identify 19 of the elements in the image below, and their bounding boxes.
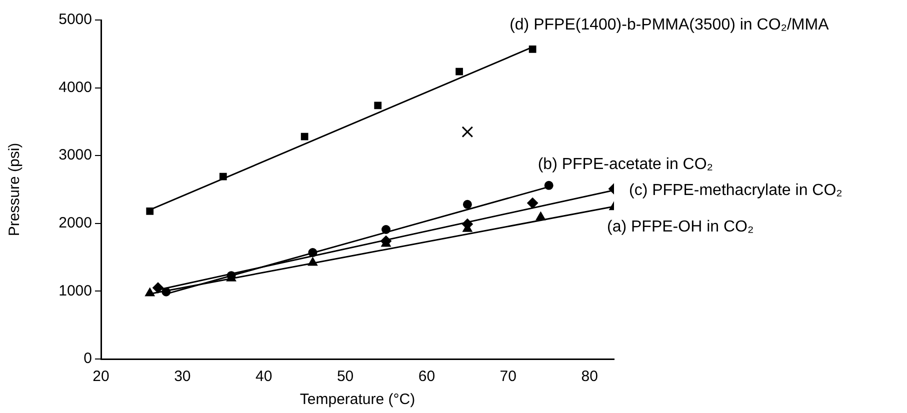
series-label: (b) PFPE-acetate in CO₂ [538,156,714,173]
y-tick-label: 5000 [58,11,92,28]
y-axis-title: Pressure (psi) [6,142,24,236]
series-label: (a) PFPE-OH in CO₂ [607,218,754,236]
x-tick-label: 30 [174,368,191,386]
x-tick-label: 70 [500,368,516,386]
y-tick-label: 4000 [58,78,92,96]
y-tick-label: 1000 [58,282,92,300]
y-tick-label: 0 [84,350,92,368]
x-axis-title: Temperature (°C) [300,391,416,408]
x-tick-label: 40 [256,368,272,386]
y-tick-label: 3000 [58,146,92,164]
x-tick-label: 60 [418,368,436,386]
y-tick-label: 2000 [58,214,92,232]
x-tick-label: 20 [92,368,110,386]
series-label: (d) PFPE(1400)-b-PMMA(3500) in CO₂/MMA [510,16,830,34]
series-label: (c) PFPE-methacrylate in CO₂ [629,182,842,200]
x-tick-label: 50 [336,368,354,386]
x-tick-label: 80 [581,368,598,386]
